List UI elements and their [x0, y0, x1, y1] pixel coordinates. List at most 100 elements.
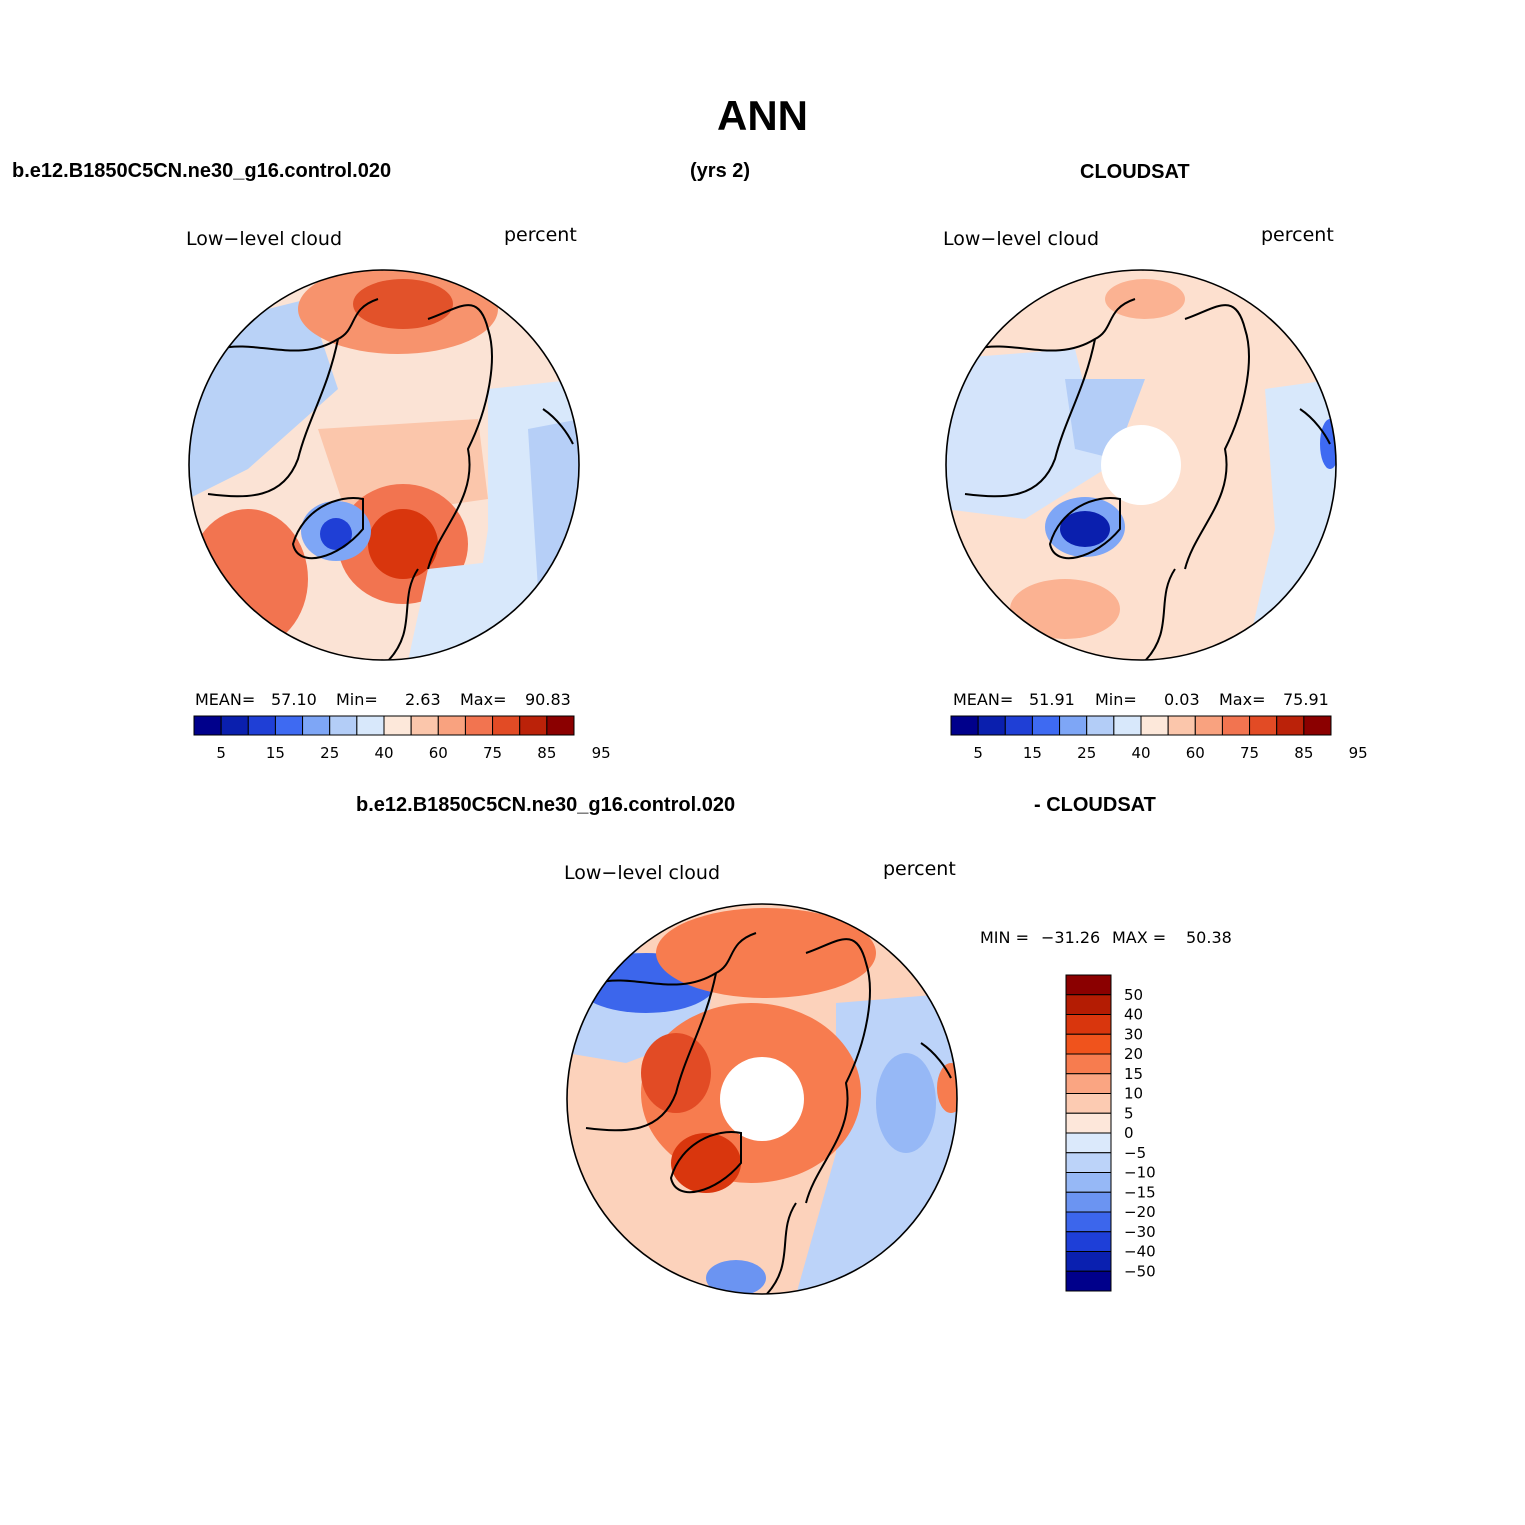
colorbar-swatch: [546, 715, 575, 736]
colorbar-tick-label: 25: [1077, 744, 1096, 762]
coastline: [1144, 568, 1176, 660]
colorbar-swatch: [437, 715, 466, 736]
panel1-variable-label: Low−level cloud: [186, 228, 343, 250]
coastline: [1184, 304, 1250, 570]
map-border: [188, 269, 580, 661]
colorbar-tick-label: 85: [1294, 744, 1313, 762]
panel3-max-label: MAX =: [1112, 928, 1167, 947]
missing-data-pole: [1101, 425, 1181, 505]
years-header: (yrs 2): [690, 160, 751, 182]
coastline: [595, 932, 757, 986]
colorbar-swatch: [1065, 1251, 1112, 1272]
panel2-min-label: Min=: [1095, 690, 1137, 709]
colorbar-tick-label: 10: [1124, 1085, 1143, 1103]
colorbar-swatch: [1004, 715, 1033, 736]
colorbar-tick-label: 60: [1186, 744, 1205, 762]
colorbar-tick-label: 5: [1124, 1104, 1134, 1122]
cloud-region: [1065, 379, 1145, 459]
cloud-region: [1060, 511, 1110, 547]
colorbar-tick-label: 15: [266, 744, 285, 762]
panel2-variable-label: Low−level cloud: [943, 228, 1100, 250]
colorbar-swatch: [1059, 715, 1088, 736]
colorbar-tick-label: 20: [1124, 1045, 1143, 1063]
colorbar-swatch: [1140, 715, 1169, 736]
colorbar-tick-label: −5: [1124, 1144, 1146, 1162]
colorbar-tick-label: 40: [1131, 744, 1150, 762]
colorbar-swatch: [1065, 1191, 1112, 1213]
cloud-region: [1010, 579, 1120, 639]
coastline: [1048, 497, 1121, 560]
panel1-max-label: Max=: [460, 690, 507, 709]
coastline: [542, 408, 574, 445]
panel3-min-label: MIN =: [980, 928, 1029, 947]
panel2-max-label: Max=: [1219, 690, 1266, 709]
colorbar-tick-label: 15: [1124, 1065, 1143, 1083]
colorbar-swatch: [1303, 715, 1332, 736]
colorbar-swatch: [977, 715, 1006, 736]
polar-map-cloudsat: [945, 269, 1337, 661]
coastline: [291, 497, 364, 560]
cloud-region: [189, 509, 308, 649]
colorbar-tick-label: −30: [1124, 1223, 1156, 1241]
colorbar-tick-label: −40: [1124, 1243, 1156, 1261]
colorbar-swatch: [274, 715, 304, 736]
panel2-min-value: 0.03: [1164, 690, 1200, 709]
colorbar-swatch: [1065, 994, 1112, 1015]
case-name-header: b.e12.B1850C5CN.ne30_g16.control.020: [12, 160, 392, 182]
colorbar-swatch: [464, 715, 494, 736]
colorbar-swatch: [1065, 1152, 1112, 1173]
colorbar-swatch: [1065, 1270, 1112, 1292]
panel2-units-label: percent: [1261, 224, 1334, 246]
cloud-region: [320, 518, 352, 550]
colorbar-tick-label: 75: [483, 744, 502, 762]
coastline: [920, 1042, 952, 1079]
cloud-region: [706, 1260, 766, 1294]
colorbar-swatch: [519, 715, 548, 736]
cloud-region: [1105, 279, 1185, 319]
coastline: [805, 938, 871, 1204]
panel2-mean-label: MEAN=: [953, 690, 1014, 709]
colorbar-tick-label: 5: [973, 744, 983, 762]
cloud-region: [641, 1033, 711, 1113]
colorbar-swatch: [1086, 715, 1115, 736]
colorbar-model: 5 15 25 40 60 75 85 95: [193, 715, 611, 762]
diff-right-header: - CLOUDSAT: [1034, 794, 1156, 816]
colorbar-tick-label: 15: [1023, 744, 1042, 762]
colorbar-swatch: [1113, 715, 1142, 736]
colorbar-swatch: [1065, 1132, 1112, 1154]
colorbar-swatch: [1065, 1231, 1112, 1252]
colorbar-swatch: [383, 715, 412, 736]
map-border: [566, 903, 958, 1295]
colorbar-tick-label: −15: [1124, 1183, 1156, 1201]
colorbar-swatch: [1194, 715, 1223, 736]
colorbar-swatch: [1065, 1211, 1112, 1233]
colorbar-swatch: [1276, 715, 1305, 736]
cloud-region: [876, 1053, 936, 1153]
coastline: [964, 338, 1096, 498]
colorbar-swatch: [1065, 1172, 1112, 1193]
colorbar-tick-label: 40: [1124, 1006, 1143, 1024]
colorbar-tick-label: 5: [216, 744, 226, 762]
panel1-mean-value: 57.10: [271, 690, 317, 709]
missing-data-pole: [720, 1057, 804, 1141]
polar-map-model: [188, 269, 580, 661]
panel3-units-label: percent: [883, 858, 956, 880]
colorbar-swatch: [1249, 715, 1278, 736]
coastline: [669, 1131, 742, 1194]
coastline: [765, 1202, 797, 1294]
colorbar-swatch: [1065, 1112, 1112, 1134]
colorbar-swatch: [1065, 1053, 1112, 1075]
colorbar-swatch: [1065, 974, 1112, 996]
panel3-max-value: 50.38: [1186, 928, 1232, 947]
obs-header: CLOUDSAT: [1080, 161, 1190, 183]
cloud-region: [937, 1063, 957, 1113]
colorbar-swatch: [950, 715, 979, 736]
panel3-variable-label: Low−level cloud: [564, 862, 721, 884]
map-border: [945, 269, 1337, 661]
coastline: [974, 298, 1136, 352]
panel1-mean-label: MEAN=: [195, 690, 256, 709]
colorbar-tick-label: 75: [1240, 744, 1259, 762]
colorbar-swatch: [356, 715, 385, 736]
colorbar-tick-label: 0: [1124, 1124, 1134, 1142]
